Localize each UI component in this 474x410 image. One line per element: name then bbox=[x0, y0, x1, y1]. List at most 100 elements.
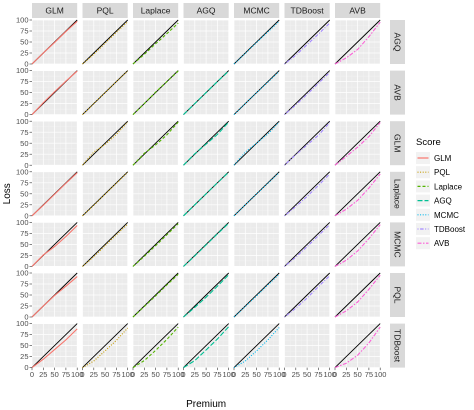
panel-tdboost-laplace bbox=[132, 323, 179, 369]
reference-line bbox=[334, 171, 381, 217]
x-tick-label: 25 bbox=[140, 370, 148, 379]
y-tick-label: 25 bbox=[20, 200, 28, 209]
axes: 0255075100025507510002550751000255075100… bbox=[2, 16, 386, 410]
y-tick-label: 75 bbox=[20, 27, 28, 36]
y-tick-label: 50 bbox=[20, 341, 28, 350]
panel-pql-agq bbox=[183, 272, 230, 318]
x-tick-label: 0 bbox=[282, 370, 286, 379]
legend-label: MCMC bbox=[434, 211, 459, 220]
y-tick-label: 75 bbox=[20, 178, 28, 187]
reference-line bbox=[132, 323, 179, 368]
panel-agq-glm bbox=[31, 19, 78, 65]
series-line-laplace bbox=[132, 70, 179, 115]
panel-mcmc-avb bbox=[334, 222, 381, 267]
panel-pql-tdboost bbox=[284, 272, 331, 318]
x-tick-label: 0 bbox=[333, 370, 337, 379]
row-strip-label: AVB bbox=[393, 84, 403, 101]
column-strip-label: PQL bbox=[97, 6, 114, 16]
legend-title: Score bbox=[416, 137, 441, 148]
x-tick-label: 0 bbox=[181, 370, 185, 379]
panel-avb-tdboost bbox=[284, 70, 331, 116]
x-tick-label: 50 bbox=[303, 370, 311, 379]
y-tick-label: 25 bbox=[20, 251, 28, 260]
x-tick-label: 75 bbox=[365, 370, 373, 379]
series-line-glm bbox=[31, 172, 78, 217]
x-tick-label: 75 bbox=[264, 370, 272, 379]
panel-agq-mcmc bbox=[233, 19, 280, 65]
legend-label: TDBoost bbox=[434, 225, 466, 234]
row-strip-label: Laplace bbox=[393, 179, 403, 209]
x-axis-title: Premium bbox=[186, 399, 226, 410]
y-tick-label: 100 bbox=[16, 218, 29, 227]
legend-label: AGQ bbox=[434, 197, 452, 206]
reference-line bbox=[233, 323, 280, 368]
x-tick-label: 75 bbox=[62, 370, 70, 379]
facet-panels bbox=[31, 19, 381, 369]
y-tick-label: 75 bbox=[20, 280, 28, 289]
x-tick-label: 25 bbox=[342, 370, 350, 379]
series-line-agq bbox=[183, 274, 230, 318]
y-tick-label: 25 bbox=[20, 352, 28, 361]
panel-glm-mcmc bbox=[233, 120, 280, 166]
series-line-glm bbox=[31, 225, 78, 267]
column-strip-pql bbox=[82, 3, 128, 18]
x-tick-label: 0 bbox=[30, 370, 34, 379]
y-tick-label: 100 bbox=[16, 269, 29, 278]
series-line-tdboost bbox=[284, 122, 331, 166]
series-line-avb bbox=[334, 326, 381, 369]
y-tick-label: 75 bbox=[20, 229, 28, 238]
x-tick-label: 50 bbox=[101, 370, 109, 379]
x-tick-label: 25 bbox=[39, 370, 47, 379]
column-strip-label: AGQ bbox=[197, 6, 216, 16]
series-line-pql bbox=[82, 171, 129, 217]
column-strip-label: MCMC bbox=[243, 6, 269, 16]
panel-agq-pql bbox=[82, 19, 129, 65]
y-tick-label: 100 bbox=[16, 319, 29, 328]
legend-key-background bbox=[416, 194, 430, 207]
x-tick-label: 25 bbox=[191, 370, 199, 379]
series-line-tdboost bbox=[284, 71, 331, 116]
reference-line bbox=[334, 19, 381, 65]
column-strip-label: AVB bbox=[349, 6, 366, 16]
reference-line bbox=[183, 272, 230, 318]
reference-line bbox=[334, 272, 381, 318]
x-tick-label: 100 bbox=[273, 370, 286, 379]
panel-pql-glm bbox=[31, 272, 78, 318]
legend-item-mcmc: MCMC bbox=[416, 208, 459, 221]
x-tick-label: 100 bbox=[121, 370, 134, 379]
legend: Score GLM PQL Laplace AGQ MCMC TDBoost AVB bbox=[416, 137, 466, 250]
y-tick-label: 75 bbox=[20, 128, 28, 137]
x-tick-label: 50 bbox=[50, 370, 58, 379]
legend-label: PQL bbox=[434, 168, 451, 177]
y-tick-label: 100 bbox=[16, 117, 29, 126]
series-line-agq bbox=[183, 222, 230, 267]
panel-glm-glm bbox=[31, 120, 78, 166]
series-line-glm bbox=[31, 276, 78, 318]
legend-label: AVB bbox=[434, 239, 449, 248]
legend-label: Laplace bbox=[434, 182, 463, 191]
reference-line bbox=[284, 222, 331, 267]
x-tick-label: 50 bbox=[151, 370, 159, 379]
x-tick-label: 0 bbox=[232, 370, 236, 379]
row-strip-label: GLM bbox=[393, 134, 403, 152]
series-line-avb bbox=[334, 274, 381, 318]
x-tick-label: 50 bbox=[252, 370, 260, 379]
x-tick-label: 75 bbox=[163, 370, 171, 379]
y-tick-label: 25 bbox=[20, 49, 28, 58]
series-line-mcmc bbox=[233, 172, 280, 217]
legend-label: GLM bbox=[434, 154, 452, 163]
column-strip-agq bbox=[183, 3, 229, 18]
y-tick-label: 50 bbox=[20, 139, 28, 148]
panel-glm-tdboost bbox=[284, 120, 331, 166]
x-tick-label: 0 bbox=[80, 370, 84, 379]
panel-laplace-avb bbox=[334, 171, 381, 217]
x-tick-label: 50 bbox=[202, 370, 210, 379]
panel-laplace-tdboost bbox=[284, 171, 331, 217]
panel-agq-laplace bbox=[132, 19, 179, 65]
series-line-tdboost bbox=[284, 224, 331, 267]
panel-mcmc-laplace bbox=[132, 222, 179, 267]
series-line-laplace bbox=[132, 121, 179, 166]
panel-agq-agq bbox=[183, 19, 230, 65]
x-tick-label: 100 bbox=[222, 370, 235, 379]
legend-item-tdboost: TDBoost bbox=[416, 223, 466, 235]
